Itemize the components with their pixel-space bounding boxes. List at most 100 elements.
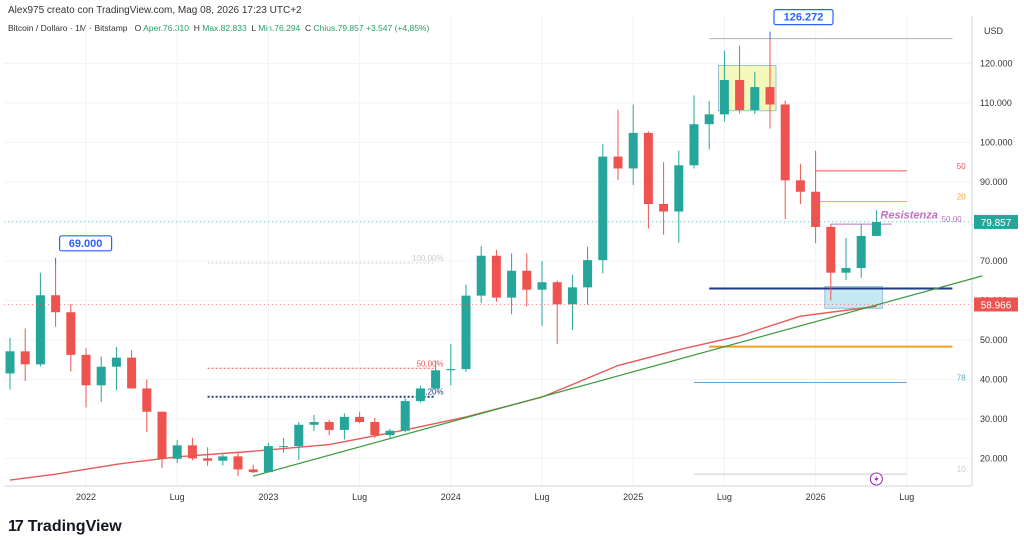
candle	[704, 101, 714, 150]
y-tick-label: 110.000	[980, 98, 1012, 108]
candle-body	[461, 295, 471, 370]
level-label: 38,20%	[416, 388, 443, 397]
candle	[780, 100, 790, 220]
candle-body	[157, 411, 167, 459]
candle-body	[507, 270, 517, 298]
tradingview-logo-icon: 17	[8, 518, 24, 535]
candle	[96, 356, 106, 402]
candle-body	[324, 422, 334, 430]
callout-label: 126.272	[784, 12, 824, 24]
high-value: Max.82.833	[202, 23, 247, 33]
candle-body	[598, 156, 608, 261]
low-label: L	[251, 23, 256, 33]
open-value: Aper.76.310	[143, 23, 189, 33]
candle-body	[66, 312, 76, 355]
close-value: Chius.79.857	[313, 23, 364, 33]
moving-average-line	[9, 305, 877, 481]
level-label: 78	[957, 374, 966, 383]
candle	[279, 437, 289, 453]
candle	[187, 437, 197, 461]
candle-body	[5, 351, 15, 374]
y-tick-label: 100.000	[980, 137, 1013, 147]
candle	[248, 464, 258, 473]
level-label: 10	[957, 465, 966, 474]
candle	[309, 414, 319, 432]
candle	[598, 143, 608, 274]
x-tick-label: Lug	[170, 492, 185, 502]
close-label: C	[305, 23, 312, 33]
candle-body	[856, 235, 866, 268]
level-label: 50,00%	[416, 359, 443, 368]
symbol-info: Bitcoin / Dollaro · 1M · Bitstamp	[8, 23, 128, 33]
candle	[142, 379, 152, 432]
candle-body	[871, 221, 881, 236]
candle-body	[613, 156, 623, 169]
candle	[35, 272, 45, 367]
candle	[507, 253, 517, 315]
candle-body	[51, 295, 61, 313]
candle-body	[339, 416, 349, 430]
candle	[157, 411, 167, 468]
price-tag-label: 79.857	[981, 218, 1012, 229]
candle-body	[537, 282, 547, 290]
candle-body	[248, 469, 258, 473]
candle-body	[355, 416, 365, 423]
y-tick-label: 120.000	[980, 58, 1013, 68]
candle-body	[567, 287, 577, 305]
y-tick-label: 30.000	[980, 414, 1008, 424]
candle-body	[446, 369, 456, 371]
candle-body	[431, 370, 441, 389]
y-tick-label: 50.000	[980, 335, 1008, 345]
candle	[871, 210, 881, 237]
candle	[476, 245, 486, 304]
level-label: 50	[957, 162, 966, 171]
low-value: Min.76.294	[258, 23, 301, 33]
candle	[811, 150, 821, 244]
candle	[51, 264, 61, 327]
candle	[628, 104, 638, 186]
candle-body	[370, 422, 380, 436]
candle-body	[309, 422, 319, 425]
candle	[674, 150, 684, 243]
candle	[431, 360, 441, 389]
candle-body	[689, 124, 699, 166]
candle-body	[735, 79, 745, 110]
candle-body	[628, 132, 638, 169]
candle	[370, 418, 380, 439]
candle-body	[719, 79, 729, 115]
candle	[233, 452, 243, 477]
trendline	[253, 275, 983, 477]
candle	[750, 71, 760, 114]
candle	[841, 237, 851, 280]
price-tag-box	[974, 297, 1018, 312]
candle	[66, 303, 76, 372]
candle-body	[491, 255, 501, 298]
change-value: +3.547 (+4,85%)	[365, 23, 430, 33]
x-tick-label: Lug	[534, 492, 549, 502]
candle-body	[704, 114, 714, 125]
candle-body	[522, 270, 532, 290]
brand-name: TradingView	[27, 518, 122, 535]
candle	[659, 162, 669, 235]
currency-label: USD	[984, 26, 1004, 36]
candle	[446, 343, 456, 386]
candle	[583, 246, 593, 305]
callout-box	[58, 235, 113, 252]
candle-body	[20, 351, 30, 365]
candle	[203, 447, 213, 466]
candle	[81, 348, 91, 408]
callout-label: 69.000	[69, 238, 103, 250]
candle	[552, 280, 562, 344]
high-label: H	[193, 23, 200, 33]
candle-body	[780, 104, 790, 181]
candle-body	[96, 366, 106, 386]
candle	[324, 419, 334, 436]
level-label: 20	[957, 193, 966, 202]
candle	[537, 260, 547, 327]
candle	[567, 274, 577, 330]
candle-body	[218, 456, 228, 461]
candle	[613, 109, 623, 180]
candle	[20, 328, 30, 381]
symbol-info-bar: Bitcoin / Dollaro · 1M · Bitstamp O Aper…	[8, 23, 429, 33]
